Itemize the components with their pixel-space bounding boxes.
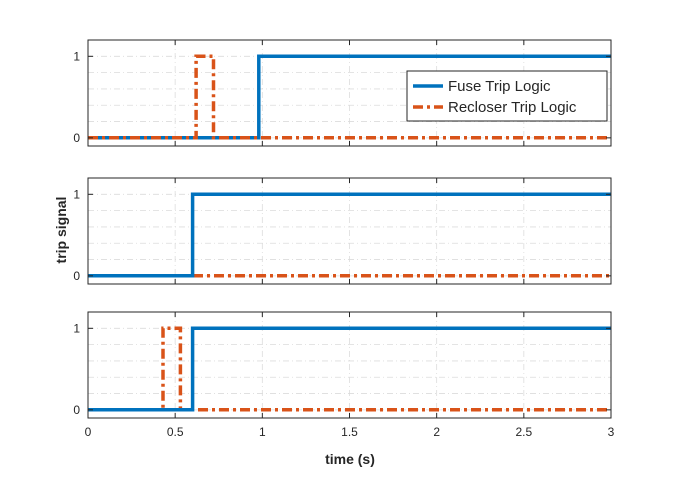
- x-tick-label: 2.5: [515, 425, 532, 439]
- y-tick-label: 0: [73, 403, 80, 417]
- subplot-middle: 01: [73, 177, 612, 285]
- y-tick-label: 1: [73, 187, 80, 201]
- x-tick-label: 2: [433, 425, 440, 439]
- legend-label-recloser: Recloser Trip Logic: [448, 99, 577, 116]
- y-tick-label: 1: [73, 321, 80, 335]
- y-tick-label: 0: [73, 269, 80, 283]
- x-tick-label: 1: [259, 425, 266, 439]
- legend-box: [406, 70, 608, 122]
- x-tick-label: 3: [608, 425, 615, 439]
- y-tick-label: 0: [73, 131, 80, 145]
- y-tick-label: 1: [73, 49, 80, 63]
- x-tick-label: 0.5: [167, 425, 184, 439]
- x-tick-label: 1.5: [341, 425, 358, 439]
- subplot-bottom: 0 0.5 1 1.5 2 2.5 3 0 1: [73, 311, 615, 439]
- y-axis-title: trip signal: [53, 197, 69, 264]
- legend-label-fuse: Fuse Trip Logic: [448, 78, 551, 95]
- series-line-middle-1: [88, 192, 611, 278]
- x-tick-label: 0: [85, 425, 92, 439]
- x-axis-title: time (s): [325, 451, 375, 467]
- legend: Fuse Trip Logic Recloser Trip Logic: [406, 70, 608, 122]
- series-line-bottom-1: [88, 326, 611, 412]
- series-line-top-1: [88, 54, 611, 140]
